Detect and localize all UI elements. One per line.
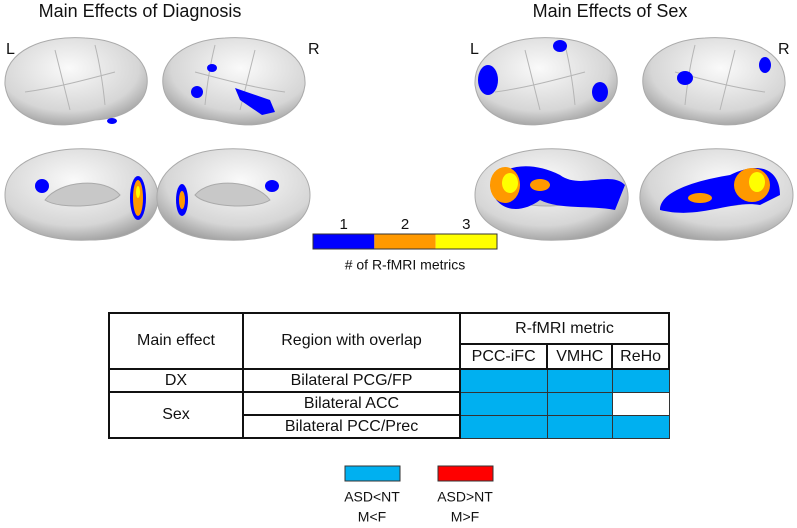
legend-swatch: [344, 465, 401, 482]
legend-label: M<F: [358, 509, 386, 525]
metric-cell: [546, 368, 613, 393]
panel-title: Main Effects of Diagnosis: [39, 1, 242, 21]
metric-cell: [459, 414, 548, 439]
metric-header: PCC-iFC: [458, 343, 549, 370]
metric-cell: [611, 391, 670, 416]
colorbar-tick: 2: [401, 216, 409, 233]
region-cell: Bilateral PCG/FP: [242, 368, 461, 393]
brain-views: [4, 37, 794, 241]
legend-label: M>F: [451, 509, 479, 525]
metric-cell: [546, 414, 613, 439]
overlap-table: Main effect Region with overlap R-fMRI m…: [108, 312, 670, 439]
table-row: Sex Bilateral ACC: [108, 391, 670, 439]
region-cell: Bilateral PCC/Prec: [242, 414, 461, 439]
table-header: Region with overlap: [242, 312, 461, 370]
table-row: Bilateral PCC/Prec: [109, 414, 670, 439]
metric-cell: [611, 414, 670, 439]
table-header: R-fMRI metric: [459, 312, 670, 345]
legend-label: ASD<NT: [344, 489, 400, 505]
metric-cell: [459, 368, 548, 393]
metric-cell: [611, 368, 670, 393]
colorbar-segment: [313, 234, 375, 249]
panel-title: Main Effects of Sex: [533, 1, 688, 21]
hemisphere-label: L: [470, 41, 479, 58]
effect-cell: DX: [108, 368, 244, 393]
hemisphere-label: R: [308, 41, 320, 58]
hemisphere-label: R: [778, 41, 790, 58]
table-header: Main effect: [108, 312, 244, 370]
colorbar-tick: 3: [462, 216, 470, 233]
legend-swatch: [437, 465, 494, 482]
table-row: DX Bilateral PCG/FP: [108, 368, 670, 393]
colorbar: 1 2 3: [312, 216, 498, 250]
legend-label: ASD>NT: [437, 489, 493, 505]
colorbar-frame: [312, 233, 498, 250]
metric-cell: [546, 391, 613, 416]
metric-header: ReHo: [611, 343, 670, 370]
legend: ASD<NT M<F ASD>NT M>F: [344, 465, 494, 525]
region-cell: Bilateral ACC: [242, 391, 461, 416]
effect-cell: Sex: [108, 391, 244, 439]
hemisphere-label: L: [6, 41, 15, 58]
metric-header: VMHC: [546, 343, 614, 370]
colorbar-tick: 1: [339, 216, 347, 233]
metric-cell: [459, 391, 548, 416]
colorbar-label: # of R-fMRI metrics: [345, 257, 466, 273]
colorbar-segment: [435, 234, 497, 249]
colorbar-segment: [374, 234, 436, 249]
